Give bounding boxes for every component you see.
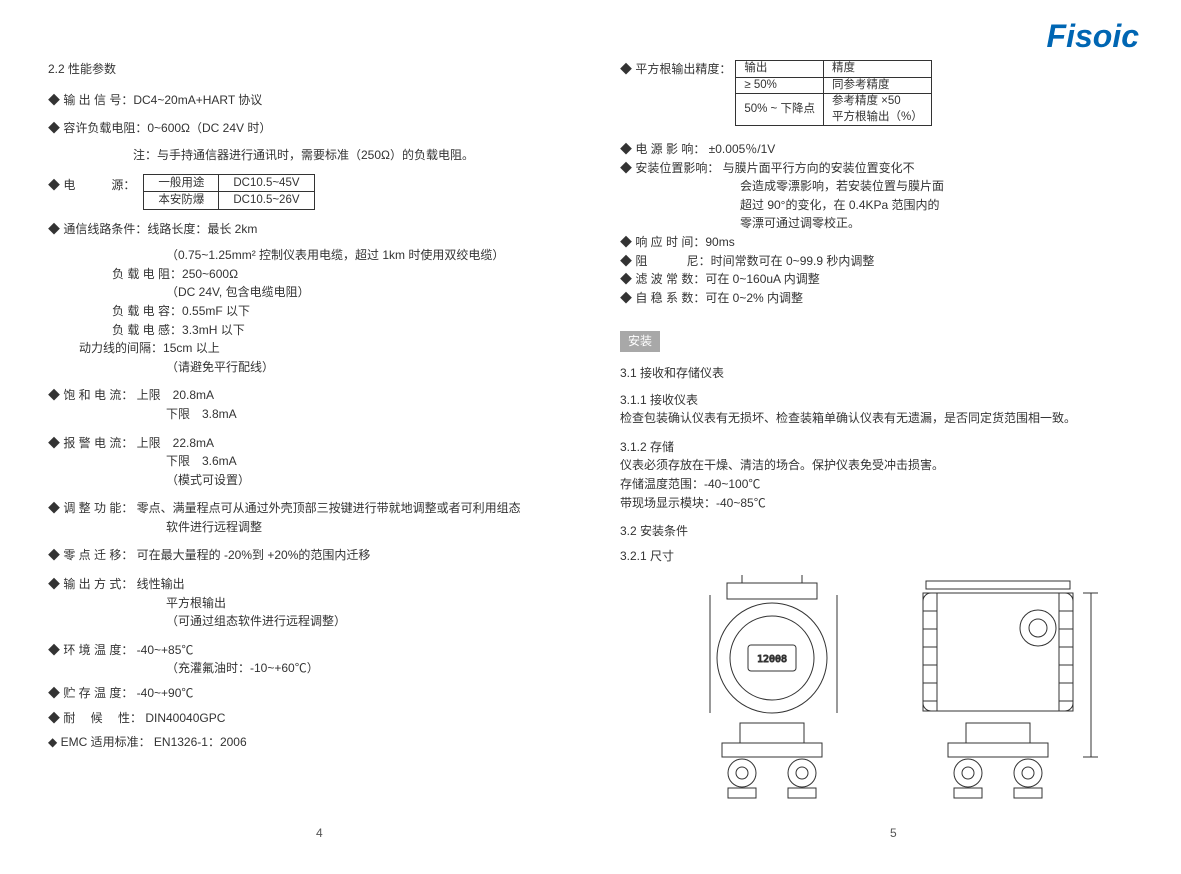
spec-filter: ◆ 滤 波 常 数：可在 0~160uA 内调整 xyxy=(620,270,1160,289)
output-note: （可通过组态软件进行远程调整） xyxy=(48,612,588,631)
spec-sqrt-accuracy: ◆ 平方根输出精度： 输出精度 ≥ 50%同参考精度 50% ~ 下降点参考精度… xyxy=(620,60,1160,126)
comm-load-l: 负 载 电 感：3.3mH 以下 xyxy=(48,321,588,340)
dimension-diagrams: 12008 xyxy=(620,573,1160,809)
comm-load-r: 负 载 电 阻：250~600Ω xyxy=(48,265,588,284)
section-3-2: 3.2 安装条件 xyxy=(620,522,1160,541)
value: 线性输出 xyxy=(137,577,185,591)
page-number-4: 4 xyxy=(316,826,323,840)
sat-lower: 下限 3.8mA xyxy=(48,405,588,424)
section-3-2-1: 3.2.1 尺寸 xyxy=(620,547,1160,566)
section-3-1-1: 3.1.1 接收仪表 检查包装确认仪表有无损坏、检查装箱单确认仪表有无遗漏，是否… xyxy=(620,391,1160,428)
mount-l4: 零漂可通过调零校正。 xyxy=(620,214,1160,233)
spec-adjust: ◆ 调 整 功 能： 零点、满量程点可从通过外壳顶部三按键进行带就地调整或者可利… xyxy=(48,499,588,536)
mount-l2: 会造成零漂影响，若安装位置与膜片面 xyxy=(620,177,1160,196)
label: ◆ 调 整 功 能： xyxy=(48,501,137,515)
label: ◆ 输 出 信 号： xyxy=(48,91,133,110)
adjust-line2: 软件进行远程调整 xyxy=(48,518,588,537)
label: ◆ 通信线路条件： xyxy=(48,220,147,239)
cell: 参考精度 ×50 平方根输出（%） xyxy=(823,94,931,126)
cell: 同参考精度 xyxy=(823,77,931,94)
spec-power-effect: ◆ 电 源 影 响： ±0.005％/1V xyxy=(620,140,1160,159)
comm-load-r-note: （DC 24V, 包含电缆电阻） xyxy=(48,283,588,302)
value: 上限 22.8mA xyxy=(137,436,214,450)
value: -40~+85℃ xyxy=(137,643,194,657)
spec-alarm: ◆ 报 警 电 流： 上限 22.8mA 下限 3.6mA （模式可设置） xyxy=(48,434,588,490)
cell: 一般用途 xyxy=(144,175,219,192)
line: 带现场显示模块：-40~85℃ xyxy=(620,494,1160,513)
spec-store-temp: ◆ 贮 存 温 度： -40~+90℃ xyxy=(48,684,588,703)
label: ◆ 饱 和 电 流： xyxy=(48,388,137,402)
comm-cable-note: （0.75~1.25mm² 控制仪表用电缆，超过 1km 时使用双绞电缆） xyxy=(48,246,588,265)
env-note: （充灌氟油时：-10~+60℃） xyxy=(48,659,588,678)
value: 线路长度：最长 2km xyxy=(147,220,257,239)
svg-text:12008: 12008 xyxy=(757,654,787,665)
section-2-2-title: 2.2 性能参数 xyxy=(48,60,588,79)
spec-weather: ◆ 耐 候 性： DIN40040GPC xyxy=(48,709,588,728)
spec-env-temp: ◆ 环 境 温 度： -40~+85℃ （充灌氟油时：-10~+60℃） xyxy=(48,641,588,678)
value: 零点、满量程点可从通过外壳顶部三按键进行带就地调整或者可利用组态 xyxy=(137,501,521,515)
value: 上限 20.8mA xyxy=(137,388,214,402)
power-label: ◆ 电 源： xyxy=(48,174,135,195)
page-4: 2.2 性能参数 ◆ 输 出 信 号： DC4~20mA+HART 协议 ◆ 容… xyxy=(48,60,588,758)
section-3-1: 3.1 接收和存储仪表 xyxy=(620,364,1160,383)
section-3-1-2: 3.1.2 存储 仪表必须存放在干燥、清洁的场合。保护仪表免受冲击损害。 存储温… xyxy=(620,438,1160,512)
sqrt-table: 输出精度 ≥ 50%同参考精度 50% ~ 下降点参考精度 ×50 平方根输出（… xyxy=(735,60,931,126)
spec-mount-effect: ◆ 安装位置影响： 与膜片面平行方向的安装位置变化不 会造成零漂影响，若安装位置… xyxy=(620,159,1160,233)
output-sqrt: 平方根输出 xyxy=(48,594,588,613)
title: 3.1.1 接收仪表 xyxy=(620,391,1160,410)
spec-output-signal: ◆ 输 出 信 号： DC4~20mA+HART 协议 xyxy=(48,91,588,110)
value: DC4~20mA+HART 协议 xyxy=(133,91,262,110)
transmitter-side-view-icon xyxy=(888,573,1108,809)
th: 精度 xyxy=(823,61,931,78)
brand-logo: Fisoic xyxy=(1047,18,1139,55)
page-number-5: 5 xyxy=(890,826,897,840)
line: 仪表必须存放在干燥、清洁的场合。保护仪表免受冲击损害。 xyxy=(620,456,1160,475)
spec-saturation: ◆ 饱 和 电 流： 上限 20.8mA 下限 3.8mA xyxy=(48,386,588,423)
comm-parallel-note: （请避免平行配线） xyxy=(48,358,588,377)
spec-damping: ◆ 阻 尼：时间常数可在 0~99.9 秒内调整 xyxy=(620,252,1160,271)
page-5: ◆ 平方根输出精度： 输出精度 ≥ 50%同参考精度 50% ~ 下降点参考精度… xyxy=(620,60,1160,809)
mount-l3: 超过 90°的变化，在 0.4KPa 范围内的 xyxy=(620,196,1160,215)
label: ◆ 环 境 温 度： xyxy=(48,643,137,657)
spec-zero-shift: ◆ 零 点 迁 移： 可在最大量程的 -20%到 +20%的范围内迁移 xyxy=(48,546,588,565)
line: 存储温度范围：-40~100℃ xyxy=(620,475,1160,494)
label: ◆ 报 警 电 流： xyxy=(48,436,137,450)
label: ◆ 容许负载电阻： xyxy=(48,119,147,138)
spec-selfstable: ◆ 自 稳 系 数：可在 0~2% 内调整 xyxy=(620,289,1160,308)
title: 3.1.2 存储 xyxy=(620,438,1160,457)
cell: DC10.5~26V xyxy=(219,192,314,209)
label: ◆ 零 点 迁 移： xyxy=(48,548,137,562)
load-note: 注：与手持通信器进行通讯时，需要标准（250Ω）的负载电阻。 xyxy=(48,146,588,165)
spec-comm: ◆ 通信线路条件：线路长度：最长 2km （0.75~1.25mm² 控制仪表用… xyxy=(48,220,588,377)
th: 输出 xyxy=(736,61,824,78)
spec-emc: ◆ EMC 适用标准： EN1326-1：2006 xyxy=(48,733,588,752)
cell: ≥ 50% xyxy=(736,77,824,94)
alarm-lower: 下限 3.6mA xyxy=(48,452,588,471)
comm-power-gap: 动力线的间隔：15cm 以上 xyxy=(48,339,588,358)
right-specs: ◆ 电 源 影 响： ±0.005％/1V ◆ 安装位置影响： 与膜片面平行方向… xyxy=(620,140,1160,307)
spec-load-resistance: ◆ 容许负载电阻： 0~600Ω（DC 24V 时） xyxy=(48,119,588,138)
power-table: 一般用途DC10.5~45V 本安防爆DC10.5~26V xyxy=(143,174,314,209)
value: 可在最大量程的 -20%到 +20%的范围内迁移 xyxy=(137,548,371,562)
cell: 50% ~ 下降点 xyxy=(736,94,824,126)
install-section-label: 安装 xyxy=(620,331,660,352)
comm-load-c: 负 载 电 容：0.55mF 以下 xyxy=(48,302,588,321)
transmitter-front-view-icon: 12008 xyxy=(672,573,872,809)
spec-response: ◆ 响 应 时 间：90ms xyxy=(620,233,1160,252)
spec-output-mode: ◆ 输 出 方 式： 线性输出 平方根输出 （可通过组态软件进行远程调整） xyxy=(48,575,588,631)
label: ◆ 输 出 方 式： xyxy=(48,577,137,591)
cell: DC10.5~45V xyxy=(219,175,314,192)
value: 0~600Ω（DC 24V 时） xyxy=(147,119,271,138)
sqrt-label: ◆ 平方根输出精度： xyxy=(620,60,731,79)
cell: 本安防爆 xyxy=(144,192,219,209)
body: 检查包装确认仪表有无损坏、检查装箱单确认仪表有无遗漏，是否同定货范围相一致。 xyxy=(620,409,1160,428)
alarm-mode: （模式可设置） xyxy=(48,471,588,490)
spec-power: ◆ 电 源： 一般用途DC10.5~45V 本安防爆DC10.5~26V xyxy=(48,174,588,209)
